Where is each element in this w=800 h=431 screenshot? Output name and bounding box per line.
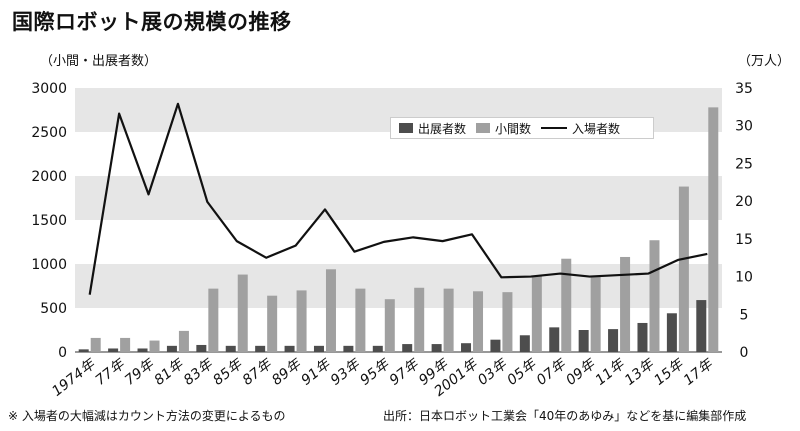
bar-exhibitors: [166, 345, 177, 352]
bar-exhibitors: [608, 329, 619, 352]
bar-booths: [355, 288, 366, 352]
legend: 出展者数 小間数 入場者数: [390, 117, 654, 139]
source-credit: 出所：日本ロボット工業会「40年のあゆみ」などを基に編集部作成: [383, 409, 747, 423]
right-tick-label: 5: [740, 307, 749, 323]
bar-exhibitors: [343, 345, 354, 352]
bar-exhibitors: [255, 345, 266, 352]
x-tick-label: 81年: [151, 355, 187, 388]
right-tick-label: 10: [735, 270, 753, 286]
left-tick-label: 2500: [31, 125, 67, 141]
bar-exhibitors: [461, 343, 472, 352]
legend-label-visitors: 入場者数: [572, 121, 621, 136]
x-tick-label: 87年: [240, 355, 276, 388]
bar-exhibitors: [284, 345, 295, 352]
bar-booths: [414, 287, 425, 352]
bar-booths: [443, 288, 454, 352]
bar-exhibitors: [637, 322, 648, 352]
bar-booths: [708, 107, 719, 352]
bar-booths: [208, 288, 219, 352]
bar-exhibitors: [78, 349, 89, 352]
x-tick-label: 13年: [622, 355, 658, 388]
bar-booths: [502, 292, 513, 352]
left-tick-label: 0: [58, 345, 67, 361]
left-tick-label: 1500: [31, 213, 67, 229]
x-tick-label: 89年: [269, 355, 305, 388]
right-axis-title: （万人）: [738, 54, 791, 69]
legend-item-visitors: 入場者数: [541, 120, 620, 137]
bar-exhibitors: [402, 344, 413, 352]
bar-booths: [678, 186, 689, 352]
bar-booths: [120, 337, 131, 352]
right-tick-label: 30: [735, 119, 753, 135]
bar-exhibitors: [549, 327, 560, 352]
x-tick-label: 97年: [387, 355, 423, 388]
legend-swatch-visitors: [541, 127, 568, 129]
bar-booths: [267, 295, 278, 352]
right-tick-label: 25: [735, 156, 753, 172]
bar-exhibitors: [519, 335, 530, 352]
bar-booths: [178, 330, 189, 352]
footnote: ※ 入場者の大幅減はカウント方法の変更によるもの: [8, 409, 286, 423]
chart-title: 国際ロボット展の規模の推移: [12, 10, 292, 34]
bar-booths: [90, 337, 101, 352]
x-tick-label: 77年: [93, 355, 129, 388]
x-tick-label: 95年: [357, 355, 393, 388]
right-tick-label: 0: [740, 345, 749, 361]
x-tick-label: 85年: [210, 355, 246, 388]
left-axis-title: （小間・出展者数）: [40, 54, 158, 69]
bar-booths: [384, 299, 395, 352]
x-tick-label: 17年: [681, 355, 717, 388]
bar-booths: [561, 258, 572, 352]
bar-exhibitors: [196, 344, 207, 352]
legend-label-exhibitors: 出展者数: [418, 121, 467, 136]
bar-booths: [473, 291, 484, 352]
left-tick-label: 2000: [31, 169, 67, 185]
bar-exhibitors: [108, 348, 119, 352]
grid-band: [75, 176, 722, 220]
right-tick-label: 15: [735, 232, 753, 248]
bar-booths: [590, 276, 601, 352]
left-tick-label: 500: [40, 301, 67, 317]
bar-exhibitors: [313, 345, 324, 352]
bar-booths: [531, 275, 542, 352]
left-tick-label: 1000: [31, 257, 67, 273]
x-tick-label: 03年: [475, 355, 511, 388]
x-tick-label: 91年: [299, 355, 335, 388]
bar-booths: [649, 240, 660, 352]
right-tick-label: 20: [735, 194, 753, 210]
line-visitors: [88, 102, 708, 295]
bar-exhibitors: [137, 348, 148, 352]
x-tick-label: 93年: [328, 355, 364, 388]
x-tick-label: 79年: [122, 355, 158, 388]
bar-exhibitors: [372, 345, 383, 352]
x-tick-label: 09年: [563, 355, 599, 388]
x-tick-label: 07年: [534, 355, 570, 388]
bar-booths: [325, 269, 336, 352]
right-tick-label: 35: [735, 81, 753, 97]
x-tick-label: 83年: [181, 355, 217, 388]
left-tick-label: 3000: [31, 81, 67, 97]
bar-booths: [149, 340, 160, 352]
x-tick-label: 11年: [593, 355, 629, 388]
x-tick-label: 15年: [651, 355, 687, 388]
x-tick-label: 05年: [504, 355, 540, 388]
bar-booths: [237, 274, 248, 352]
bar-exhibitors: [225, 345, 236, 352]
legend-item-booths: 小間数: [476, 120, 531, 137]
legend-swatch-booths: [476, 123, 491, 133]
bar-exhibitors: [578, 330, 589, 352]
bar-booths: [620, 256, 631, 352]
bar-exhibitors: [696, 300, 707, 352]
legend-item-exhibitors: 出展者数: [399, 120, 466, 137]
legend-swatch-exhibitors: [399, 123, 413, 133]
legend-label-booths: 小間数: [495, 121, 532, 136]
bar-exhibitors: [666, 313, 677, 352]
bar-exhibitors: [431, 344, 442, 352]
bar-booths: [296, 290, 307, 352]
x-tick-label: 1974年: [49, 355, 100, 399]
bar-exhibitors: [490, 339, 501, 352]
grid-band: [75, 264, 722, 308]
